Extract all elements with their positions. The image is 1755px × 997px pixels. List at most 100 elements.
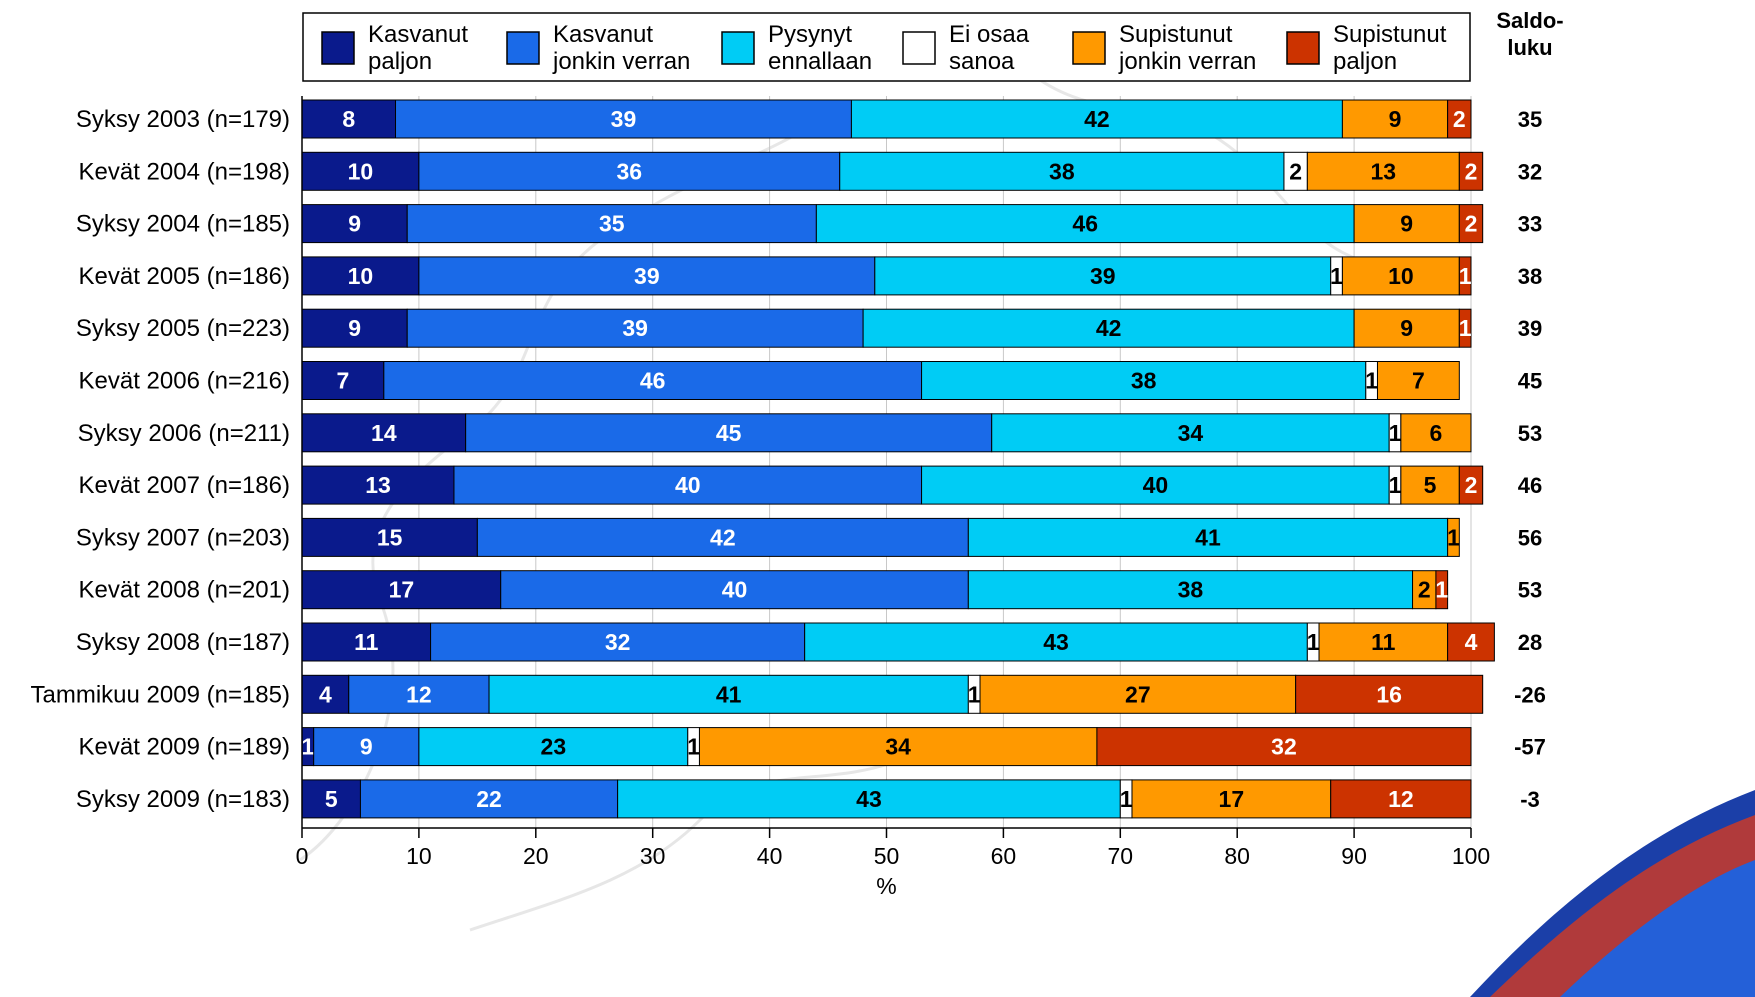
bar-row: Kevät 2004 (n=198) 10 36 38 2 13 2 32 [79, 151, 1542, 191]
saldo-header: Saldo-luku [1496, 8, 1563, 60]
bar-segment [967, 517, 1449, 557]
saldo-value: -57 [1514, 735, 1546, 760]
bar-segment [301, 361, 385, 400]
bar-segment [991, 413, 1390, 453]
data-label: 1 [1365, 368, 1378, 394]
data-label: 16 [1376, 681, 1402, 707]
data-label: 1 [301, 734, 314, 760]
data-label: 27 [1125, 681, 1151, 707]
data-label: 1 [968, 681, 981, 707]
data-label: 1 [1435, 577, 1448, 603]
data-label: 34 [885, 734, 911, 760]
bar-segment [406, 204, 817, 244]
bar-row: Syksy 2006 (n=211) 14 45 34 1 6 53 [78, 413, 1542, 453]
data-label: 22 [476, 786, 502, 812]
data-label: 13 [365, 472, 391, 498]
bar-row: Tammikuu 2009 (n=185) 4 12 41 1 27 16 -26 [31, 674, 1546, 714]
bar-segment [921, 361, 1367, 400]
data-label: 1 [1120, 786, 1133, 812]
data-label: 1 [1459, 315, 1472, 341]
data-label: 9 [1400, 315, 1413, 341]
legend-entry-label: sanoa [949, 48, 1015, 75]
data-label: 10 [1388, 263, 1414, 289]
bar-segment [395, 99, 852, 139]
category-label: Kevät 2008 (n=201) [79, 577, 291, 604]
data-label: 46 [1072, 211, 1098, 237]
legend-entry-label: paljon [368, 48, 432, 75]
data-label: 1 [1459, 263, 1472, 289]
bar-segment [862, 308, 1355, 348]
x-tick-label: 40 [757, 843, 783, 869]
bar-segment [301, 465, 455, 505]
data-label: 2 [1465, 158, 1478, 184]
bar-segment [1400, 413, 1472, 453]
bar-segment [850, 99, 1343, 139]
bar-segment [1447, 99, 1472, 139]
category-label: Kevät 2009 (n=189) [79, 734, 291, 761]
saldo-value: 46 [1518, 473, 1542, 498]
bar-segment [1458, 465, 1484, 505]
data-label: 5 [325, 786, 338, 812]
bar-row: Syksy 2004 (n=185) 9 35 46 9 2 33 [76, 204, 1542, 244]
data-label: 40 [675, 472, 701, 498]
legend-swatch [721, 31, 755, 65]
data-label: 9 [360, 734, 373, 760]
data-label: 43 [1043, 629, 1069, 655]
saldo-value: 39 [1518, 316, 1542, 341]
legend-entry-label: Supistunut [1333, 21, 1447, 48]
bar-segment [500, 570, 969, 610]
saldo-value: 35 [1518, 107, 1542, 132]
data-label: 17 [1219, 786, 1245, 812]
legend-entry-label: ennallaan [768, 48, 872, 75]
bar-segment [617, 779, 1121, 819]
data-label: 32 [605, 629, 631, 655]
bar-row: Syksy 2005 (n=223) 9 39 42 9 1 39 [76, 308, 1542, 348]
data-label: 32 [1271, 734, 1297, 760]
bar-row: Syksy 2003 (n=179) 8 39 42 9 2 35 [76, 99, 1542, 139]
category-label: Syksy 2007 (n=203) [76, 524, 290, 551]
legend-entry-label: Ei osaa [949, 21, 1030, 48]
bar-segment [301, 99, 397, 139]
data-label: 11 [1371, 629, 1396, 655]
bar-row: Syksy 2008 (n=187) 11 32 43 1 11 4 28 [76, 622, 1542, 662]
bar-row: Kevät 2005 (n=186) 10 39 39 1 10 1 38 [79, 256, 1542, 296]
bar-segment [1447, 622, 1495, 662]
legend-swatch [1072, 31, 1106, 65]
bar-segment [1330, 779, 1472, 819]
bar-row: Kevät 2007 (n=186) 13 40 40 1 5 2 46 [79, 465, 1542, 505]
saldo-value: 28 [1518, 630, 1542, 655]
bar-segment [418, 256, 876, 296]
data-label: 9 [348, 315, 361, 341]
data-label: 2 [1453, 106, 1466, 132]
x-axis-label: % [876, 873, 896, 899]
data-label: 13 [1371, 158, 1397, 184]
data-label: 23 [541, 734, 567, 760]
data-label: 45 [716, 420, 742, 446]
bar-segment [313, 727, 420, 767]
data-label: 7 [337, 368, 350, 394]
data-label: 1 [687, 734, 700, 760]
bar-segment [418, 151, 841, 191]
data-label: 8 [342, 106, 355, 132]
data-label: 12 [1388, 786, 1414, 812]
data-label: 42 [1096, 315, 1122, 341]
data-label: 34 [1178, 420, 1204, 446]
category-label: Syksy 2005 (n=223) [76, 315, 290, 342]
category-label: Syksy 2004 (n=185) [76, 211, 290, 238]
category-label: Syksy 2006 (n=211) [78, 420, 290, 447]
bar-row: Kevät 2006 (n=216) 7 46 38 1 7 45 [79, 361, 1542, 400]
category-label: Kevät 2004 (n=198) [79, 158, 291, 185]
data-label: 2 [1465, 211, 1478, 237]
data-label: 5 [1424, 472, 1437, 498]
category-label: Syksy 2009 (n=183) [76, 786, 290, 813]
bar-segment [1458, 204, 1484, 244]
data-label: 39 [611, 106, 637, 132]
data-label: 12 [406, 681, 432, 707]
bar-row: Syksy 2007 (n=203) 15 42 41 1 56 [76, 517, 1542, 557]
saldo-value: 53 [1518, 421, 1542, 446]
legend-swatch [902, 31, 936, 65]
legend-entry-label: jonkin verran [552, 48, 690, 75]
